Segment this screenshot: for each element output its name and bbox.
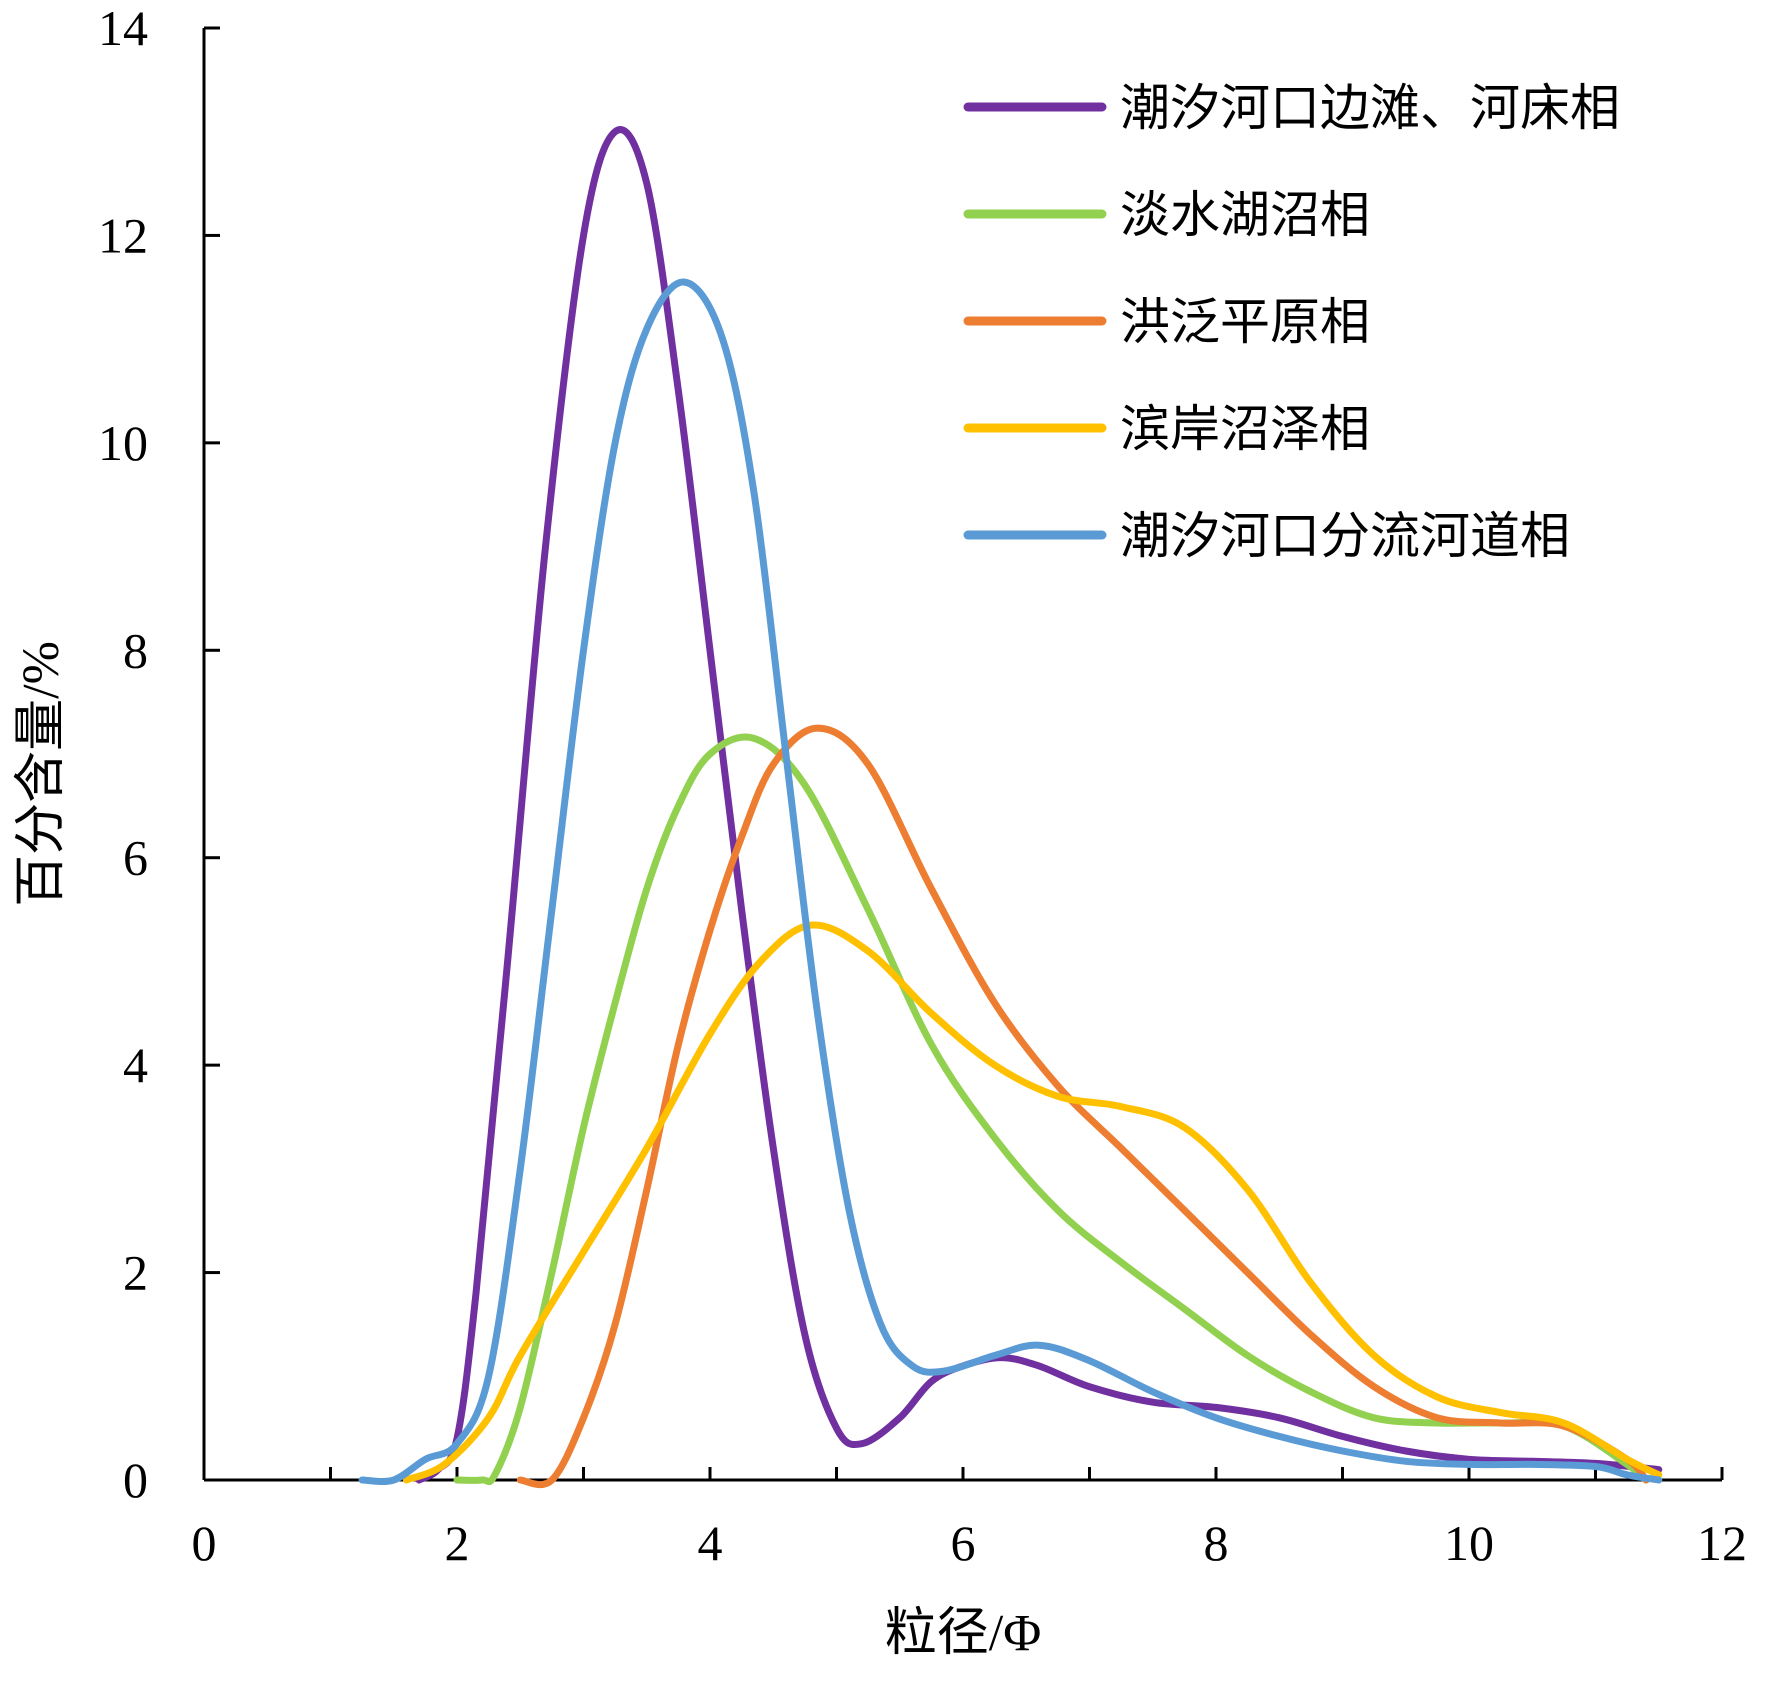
series-line-4 [402,921,1663,1484]
legend-label-1: 潮汐河口边滩、河床相 [1120,79,1620,137]
y-tick-label: 12 [98,207,148,263]
series-layer [358,126,1663,1489]
y-tick-label: 6 [123,830,148,886]
y-axis-title: 百分含量/% [13,641,70,907]
series-line-3 [516,724,1650,1489]
axes: 0 2 4 6 8 10 12 0 2 4 6 8 10 12 14 [98,0,1747,1571]
x-tick-label: 2 [445,1515,470,1571]
legend-label-5: 潮汐河口分流河道相 [1120,507,1570,565]
x-tick-label: 12 [1697,1515,1747,1571]
y-tick-label: 10 [98,415,148,471]
y-tick-label: 8 [123,622,148,678]
series-line-2 [453,733,1650,1486]
legend-label-4: 滨岸沼泽相 [1120,400,1370,458]
series-line-5 [358,278,1663,1486]
x-tick-label: 0 [192,1515,217,1571]
legend-label-2: 淡水湖沼相 [1120,186,1370,244]
x-axis-title: 粒径/Φ [885,1605,1041,1662]
x-tick-label: 4 [698,1515,723,1571]
series-line-1 [415,126,1663,1484]
x-tick-label: 8 [1204,1515,1229,1571]
y-tick-label: 2 [123,1245,148,1301]
x-tick-label: 10 [1444,1515,1494,1571]
y-tick-label: 0 [123,1452,148,1508]
x-tick-label: 6 [951,1515,976,1571]
y-tick-label: 4 [123,1037,148,1093]
legend-label-3: 洪泛平原相 [1120,293,1370,351]
y-tick-label: 14 [98,0,148,56]
